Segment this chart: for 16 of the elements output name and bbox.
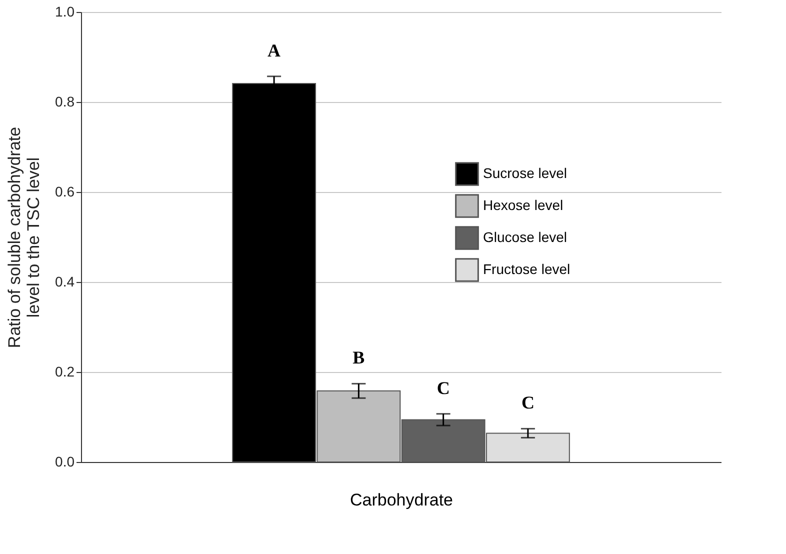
x-axis-title: Carbohydrate <box>350 490 454 510</box>
annotation: C <box>521 392 534 413</box>
y-tick-label: 0.0 <box>55 454 75 470</box>
legend-label: Hexose level <box>483 197 564 213</box>
y-axis-title: Ratio of soluble carbohydrate level to the TSC level <box>5 126 44 348</box>
legend-label: Fructose level <box>483 261 570 277</box>
y-tick-label: 0.8 <box>55 94 75 110</box>
y-tick-label: 0.4 <box>55 274 75 290</box>
y-tick-label: 1.0 <box>55 4 75 20</box>
y-tick-label: 0.6 <box>55 184 75 200</box>
annotation: C <box>436 378 450 398</box>
legend-label: Glucose level <box>483 229 568 245</box>
legend-label: Sucrose level <box>483 165 568 181</box>
annotation: A <box>268 40 281 60</box>
y-tick-label: 0.2 <box>55 364 75 380</box>
annotation: B <box>352 348 365 368</box>
